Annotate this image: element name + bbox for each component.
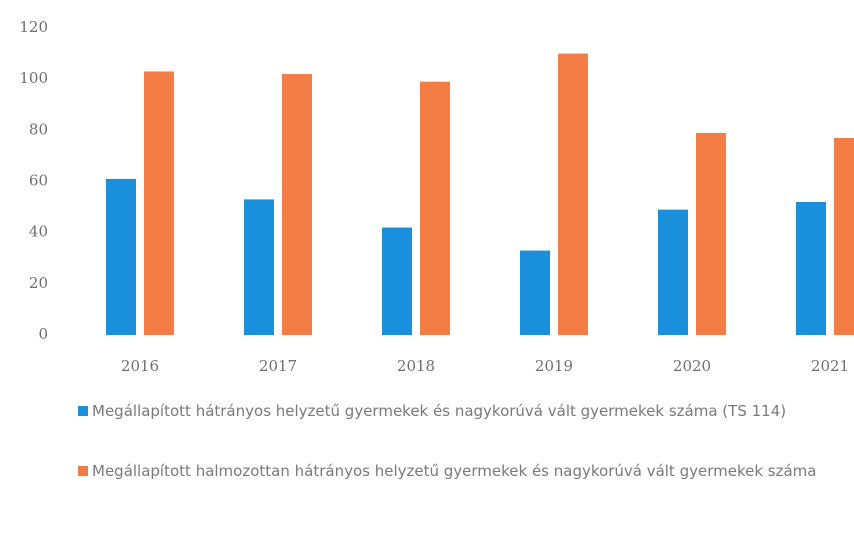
x-tick-label: 2019 [535, 357, 573, 375]
bar [244, 199, 274, 335]
y-tick-label: 20 [29, 274, 48, 292]
legend-swatch [78, 466, 88, 476]
x-tick-label: 2016 [121, 357, 159, 375]
bar [834, 138, 854, 335]
y-tick-label: 120 [19, 18, 48, 36]
x-tick-label: 2020 [673, 357, 711, 375]
y-tick-label: 0 [38, 325, 48, 343]
bar [282, 74, 312, 336]
legend: Megállapított hátrányos helyzetű gyermek… [78, 400, 838, 482]
x-tick-label: 2018 [397, 357, 435, 375]
bar [144, 71, 174, 335]
bar [558, 53, 588, 335]
bar [658, 209, 688, 335]
y-tick-label: 40 [29, 223, 48, 241]
legend-item: Megállapított halmozottan hátrányos hely… [78, 460, 838, 482]
legend-label: Megállapított halmozottan hátrányos hely… [92, 462, 817, 480]
bar [382, 227, 412, 335]
y-tick-label: 60 [29, 172, 48, 190]
x-tick-label: 2021 [811, 357, 849, 375]
y-tick-label: 100 [19, 69, 48, 87]
bar [520, 250, 550, 335]
bar [696, 132, 726, 335]
legend-label: Megállapított hátrányos helyzetű gyermek… [92, 402, 787, 420]
y-tick-label: 80 [29, 120, 48, 138]
legend-swatch [78, 406, 88, 416]
legend-item: Megállapított hátrányos helyzetű gyermek… [78, 400, 838, 422]
bar [420, 81, 450, 335]
bar [106, 178, 136, 335]
bar [796, 201, 826, 335]
x-tick-label: 2017 [259, 357, 297, 375]
